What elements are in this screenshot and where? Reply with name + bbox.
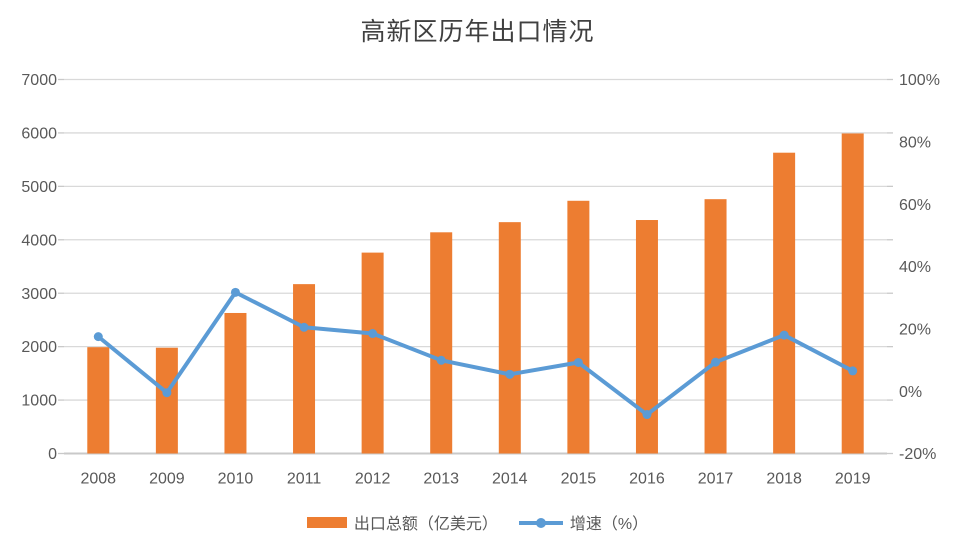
line-point-2011 [299,322,309,332]
x-axis-tick-label: 2010 [218,471,254,488]
chart-title: 高新区历年出口情况 [360,17,595,46]
line-point-2012 [368,329,378,339]
bar-2014 [498,222,521,454]
line-point-2016 [642,410,652,420]
left-axis-tick-label: 5000 [21,179,57,196]
x-axis-labels: 2008 2009 2010 2011 2012 2013 2014 2015 2016 2017… [80,471,870,488]
line-point-2013 [436,355,446,365]
bar-2019 [841,133,864,454]
x-axis-tick-label: 2013 [423,471,459,488]
growth-rate-line [96,290,855,417]
line-series-legend-label: 增速（%） [569,516,649,533]
x-axis-tick-label: 2014 [492,471,528,488]
right-axis-tick-label: 0% [899,384,922,401]
axis-labels: 0 1000 2000 3000 4000 5000 6000 7000 -20% 0% 20% 40… [21,72,940,463]
bar-2013 [430,232,453,454]
axis-ticks [58,78,893,455]
line-point-2009 [162,388,172,398]
bar-2012 [361,252,384,454]
line-point-2008 [93,332,103,342]
right-axis-tick-label: -20% [899,446,936,463]
right-axis-tick-label: 60% [899,197,931,214]
bar-series-legend-label: 出口总额（亿美元） [353,516,498,533]
line-point-2010 [230,287,240,297]
left-axis-tick-label: 7000 [21,72,57,89]
legend: 出口总额（亿美元） 增速（%） [0,511,955,533]
left-axis-tick-label: 6000 [21,126,57,143]
x-axis-tick-label: 2009 [149,471,185,488]
x-axis-tick-label: 2018 [766,471,802,488]
bar-2011 [293,284,316,454]
x-axis-tick-label: 2017 [698,471,734,488]
right-axis-tick-label: 40% [899,259,931,276]
x-axis-tick-label: 2012 [355,471,391,488]
right-axis-tick-label: 20% [899,321,931,338]
line-series-swatch-icon [518,517,563,528]
right-axis-tick-label: 80% [899,134,931,151]
bar-2015 [567,200,590,454]
x-axis-tick-label: 2016 [629,471,665,488]
x-axis-tick-label: 2008 [80,471,116,488]
x-axis-tick-label: 2019 [835,471,871,488]
line-point-2017 [711,357,721,367]
bar-2009 [155,347,178,454]
left-axis-tick-label: 1000 [21,393,57,410]
bar-2016 [635,220,658,454]
left-axis-tick-label: 4000 [21,232,57,249]
line-point-2019 [848,366,858,376]
bar-2008 [87,347,110,454]
bar-2018 [773,152,796,454]
line-point-2014 [505,369,515,379]
x-axis-tick-label: 2015 [561,471,597,488]
right-axis-tick-label: 100% [899,72,940,89]
line-swatch-marker-icon [535,517,546,528]
x-axis-tick-label: 2011 [287,471,322,488]
gridlines [64,78,887,455]
left-axis-tick-label: 2000 [21,339,57,356]
growth-rate-markers [93,287,858,420]
left-axis-tick-label: 3000 [21,286,57,303]
bar-2010 [224,312,247,454]
line-point-2018 [779,330,789,340]
line-point-2015 [573,357,583,367]
left-axis-tick-label: 0 [48,446,57,463]
bar-series-swatch-icon [306,516,347,528]
bar-2017 [704,199,727,454]
